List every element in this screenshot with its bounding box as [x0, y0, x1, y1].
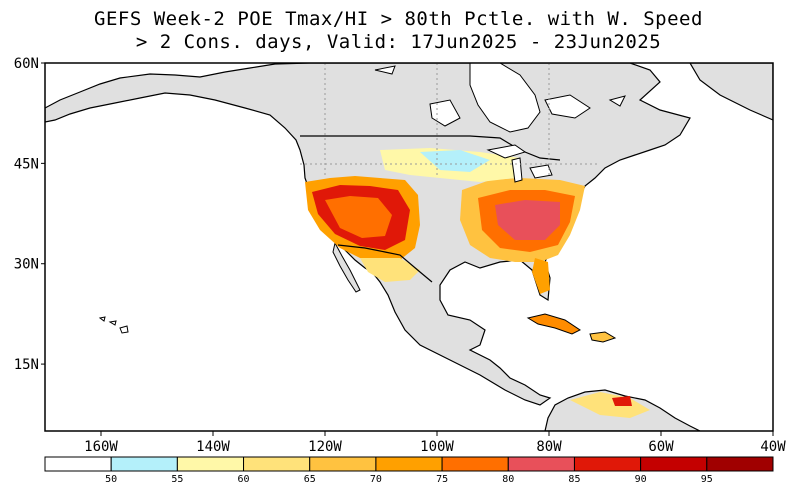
- colorbar-swatch: [573, 456, 642, 472]
- colorbar-label: 60: [238, 474, 250, 485]
- lat-label: 45N: [14, 156, 39, 172]
- colorbar-swatch: [706, 456, 774, 472]
- colorbar-label: 50: [105, 474, 117, 485]
- colorbar-label: 55: [171, 474, 183, 485]
- lat-label: 15N: [14, 357, 39, 373]
- heat-area-venezuela: [612, 396, 632, 406]
- colorbar-label: 85: [568, 474, 580, 485]
- colorbar-swatch: [507, 456, 575, 472]
- map-content: [45, 63, 773, 431]
- colorbar-swatch: [110, 456, 178, 472]
- map-title-line2: > 2 Cons. days, Valid: 17Jun2025 - 23Jun…: [135, 31, 662, 53]
- colorbar-label: 80: [502, 474, 514, 485]
- cuba-land: [526, 313, 581, 335]
- heat-area-florida: [532, 258, 550, 294]
- longitude-axis: 160W 140W 120W 100W 80W 60W 40W: [84, 431, 786, 455]
- colorbar-swatch: [375, 456, 443, 472]
- colorbar-swatch: [640, 456, 708, 472]
- map-frame: [44, 62, 774, 432]
- map-title-line1: GEFS Week-2 POE Tmax/HI > 80th Pctle. wi…: [94, 8, 703, 30]
- hawaii-islands: [98, 316, 129, 334]
- colorbar-label: 90: [635, 474, 647, 485]
- us-canada-border: [300, 135, 561, 161]
- heat-area-west-core: [325, 196, 392, 238]
- colorbar-label: 70: [370, 474, 382, 485]
- lon-label: 140W: [196, 439, 230, 455]
- us-mexico-border: [337, 244, 433, 283]
- lon-label: 60W: [648, 439, 674, 455]
- colorbar-label: 75: [436, 474, 448, 485]
- colorbar-label: 95: [701, 474, 713, 485]
- hispaniola-land: [589, 331, 617, 343]
- heat-area-mexico: [360, 258, 420, 282]
- great-lakes: [486, 144, 553, 183]
- heat-area-east-core: [495, 200, 560, 240]
- colorbar-swatch: [176, 456, 245, 472]
- lon-label: 160W: [84, 439, 118, 455]
- colorbar-swatch: [309, 456, 377, 472]
- baja-land: [332, 241, 361, 293]
- lon-label: 40W: [760, 439, 786, 455]
- colorbar: 50 55 60 65 70 75 80 85 90 95: [44, 456, 774, 485]
- gridlines: [300, 63, 600, 175]
- heat-area-north-cyan: [420, 150, 490, 172]
- lon-label: 80W: [536, 439, 562, 455]
- greenland-land: [689, 63, 773, 121]
- hudson-bay: [469, 63, 541, 133]
- lon-label: 100W: [420, 439, 454, 455]
- colorbar-swatch: [44, 456, 112, 472]
- lon-label: 120W: [308, 439, 342, 455]
- colorbar-swatch: [441, 456, 509, 472]
- colorbar-label: 65: [304, 474, 316, 485]
- latitude-axis: 60N 45N 30N 15N: [14, 56, 45, 373]
- colorbar-swatch: [243, 456, 311, 472]
- lat-label: 30N: [14, 257, 39, 273]
- lat-label: 60N: [14, 56, 39, 72]
